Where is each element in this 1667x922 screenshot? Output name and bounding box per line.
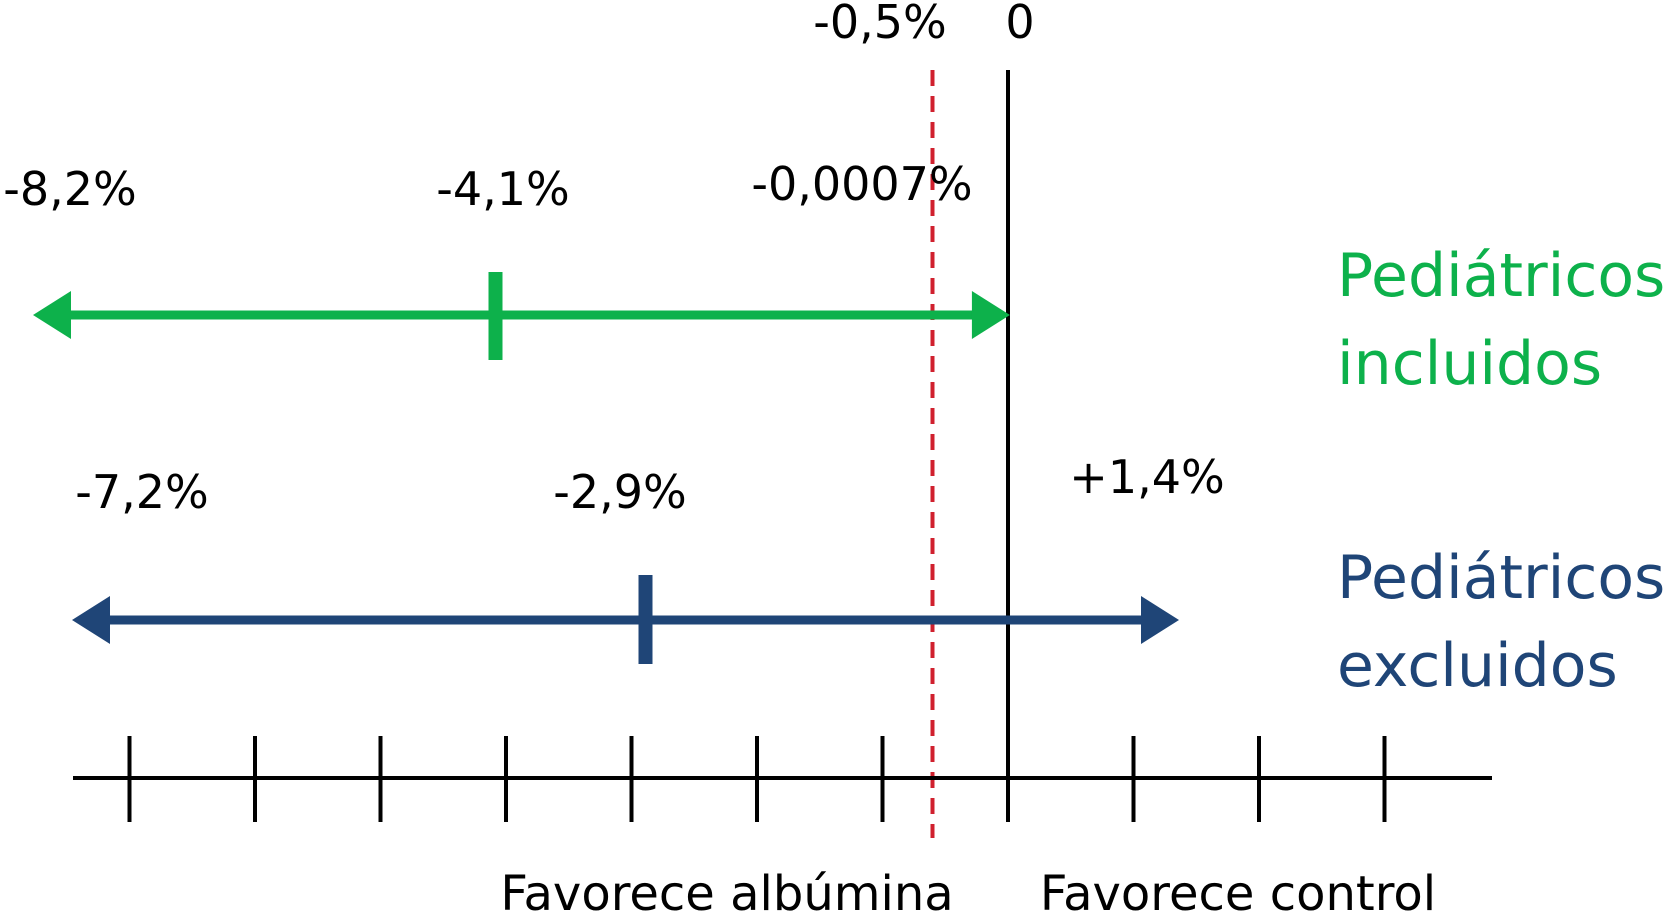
x-axis xyxy=(73,736,1492,822)
excluded-arrow-right xyxy=(1141,596,1179,644)
footer-favors-control: Favorece control xyxy=(1040,866,1436,922)
zero-label: 0 xyxy=(1005,0,1034,49)
excluded-point-label: -2,9% xyxy=(553,465,686,519)
excluded-arrow-left xyxy=(72,596,110,644)
included-arrow-left xyxy=(33,291,71,339)
excluded-series-name-line2: excluidos xyxy=(1337,631,1618,701)
included-arrow-right xyxy=(971,291,1010,339)
included-high-label: -0,0007% xyxy=(751,157,972,211)
included-series-name-line1: Pediátricos xyxy=(1337,241,1665,311)
included-low-label: -8,2% xyxy=(3,162,136,216)
included-point-label: -4,1% xyxy=(436,162,569,216)
excluded-low-label: -7,2% xyxy=(75,465,208,519)
threshold-label: -0,5% xyxy=(813,0,946,49)
series-excluded: -7,2% -2,9% +1,4% Pediátricos excluidos xyxy=(72,450,1665,701)
footer-favors-albumin: Favorece albúmina xyxy=(500,866,953,922)
excluded-high-label: +1,4% xyxy=(1069,450,1224,504)
series-included: -8,2% -4,1% -0,0007% Pediátricos incluid… xyxy=(3,157,1665,399)
excluded-series-name-line1: Pediátricos xyxy=(1337,543,1665,613)
included-series-name-line2: incluidos xyxy=(1337,329,1602,399)
